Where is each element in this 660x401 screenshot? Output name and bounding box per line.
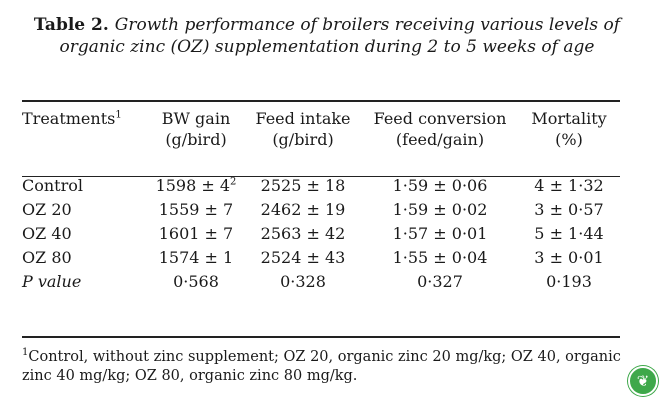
cell-bw: 1559 ± 7: [158, 200, 234, 219]
bottom-rule: [22, 336, 620, 338]
table-label: Table 2.: [33, 15, 109, 35]
header-mortality: Mortality (%): [531, 109, 607, 149]
cell-treatment: OZ 20: [22, 200, 72, 219]
cell-bw: 0·568: [173, 272, 219, 291]
header-feed-conversion: Feed conversion (feed/gain): [373, 109, 507, 149]
table-title: Growth performance of broilers receiving…: [59, 15, 621, 57]
spacer-row: [22, 150, 620, 174]
cell-bw: 1601 ± 7: [158, 224, 234, 243]
cell-fcr: 1·55 ± 0·04: [392, 248, 488, 267]
header-bw-gain: BW gain (g/bird): [161, 109, 231, 149]
cell-mortality: 4 ± 1·32: [534, 176, 604, 195]
cell-bw: 1574 ± 1: [158, 248, 234, 267]
header-feed-intake: Feed intake (g/bird): [255, 109, 351, 149]
cell-fcr: 0·327: [417, 272, 463, 291]
header-rule: [22, 176, 620, 177]
p-value-label: P value: [22, 272, 82, 291]
leaf-badge-icon[interactable]: ❦: [628, 366, 658, 396]
table-row: Control 1598 ± 42 2525 ± 18 1·59 ± 0·06 …: [22, 174, 620, 198]
cell-mortality: 3 ± 0·01: [534, 248, 604, 267]
cell-feed: 2462 ± 19: [260, 200, 346, 219]
header-treatments: Treatments1: [22, 109, 122, 128]
top-rule: [22, 100, 620, 102]
p-value-row: P value 0·568 0·328 0·327 0·193: [22, 270, 620, 294]
cell-fcr: 1·59 ± 0·02: [392, 200, 488, 219]
table-row: OZ 20 1559 ± 7 2462 ± 19 1·59 ± 0·02 3 ±…: [22, 198, 620, 222]
cell-feed: 2524 ± 43: [260, 248, 346, 267]
cell-bw: 1598 ± 42: [155, 176, 237, 195]
table-footnote: 1Control, without zinc supplement; OZ 20…: [22, 347, 621, 384]
cell-mortality: 0·193: [546, 272, 592, 291]
table-row: OZ 80 1574 ± 1 2524 ± 43 1·55 ± 0·04 3 ±…: [22, 246, 620, 270]
cell-treatment: Control: [22, 176, 84, 195]
cell-treatment: OZ 40: [22, 224, 72, 243]
data-table: Treatments1 BW gain (g/bird) Feed intake(…: [22, 108, 620, 294]
cell-mortality: 3 ± 0·57: [534, 200, 604, 219]
header-row: Treatments1 BW gain (g/bird) Feed intake(…: [22, 108, 620, 150]
table-caption: Table 2. Growth performance of broilers r…: [22, 14, 632, 58]
cell-feed: 0·328: [280, 272, 326, 291]
cell-feed: 2563 ± 42: [260, 224, 346, 243]
cell-mortality: 5 ± 1·44: [534, 224, 604, 243]
table-row: OZ 40 1601 ± 7 2563 ± 42 1·57 ± 0·01 5 ±…: [22, 222, 620, 246]
cell-fcr: 1·57 ± 0·01: [392, 224, 488, 243]
cell-feed: 2525 ± 18: [260, 176, 346, 195]
cell-treatment: OZ 80: [22, 248, 72, 267]
cell-fcr: 1·59 ± 0·06: [392, 176, 488, 195]
